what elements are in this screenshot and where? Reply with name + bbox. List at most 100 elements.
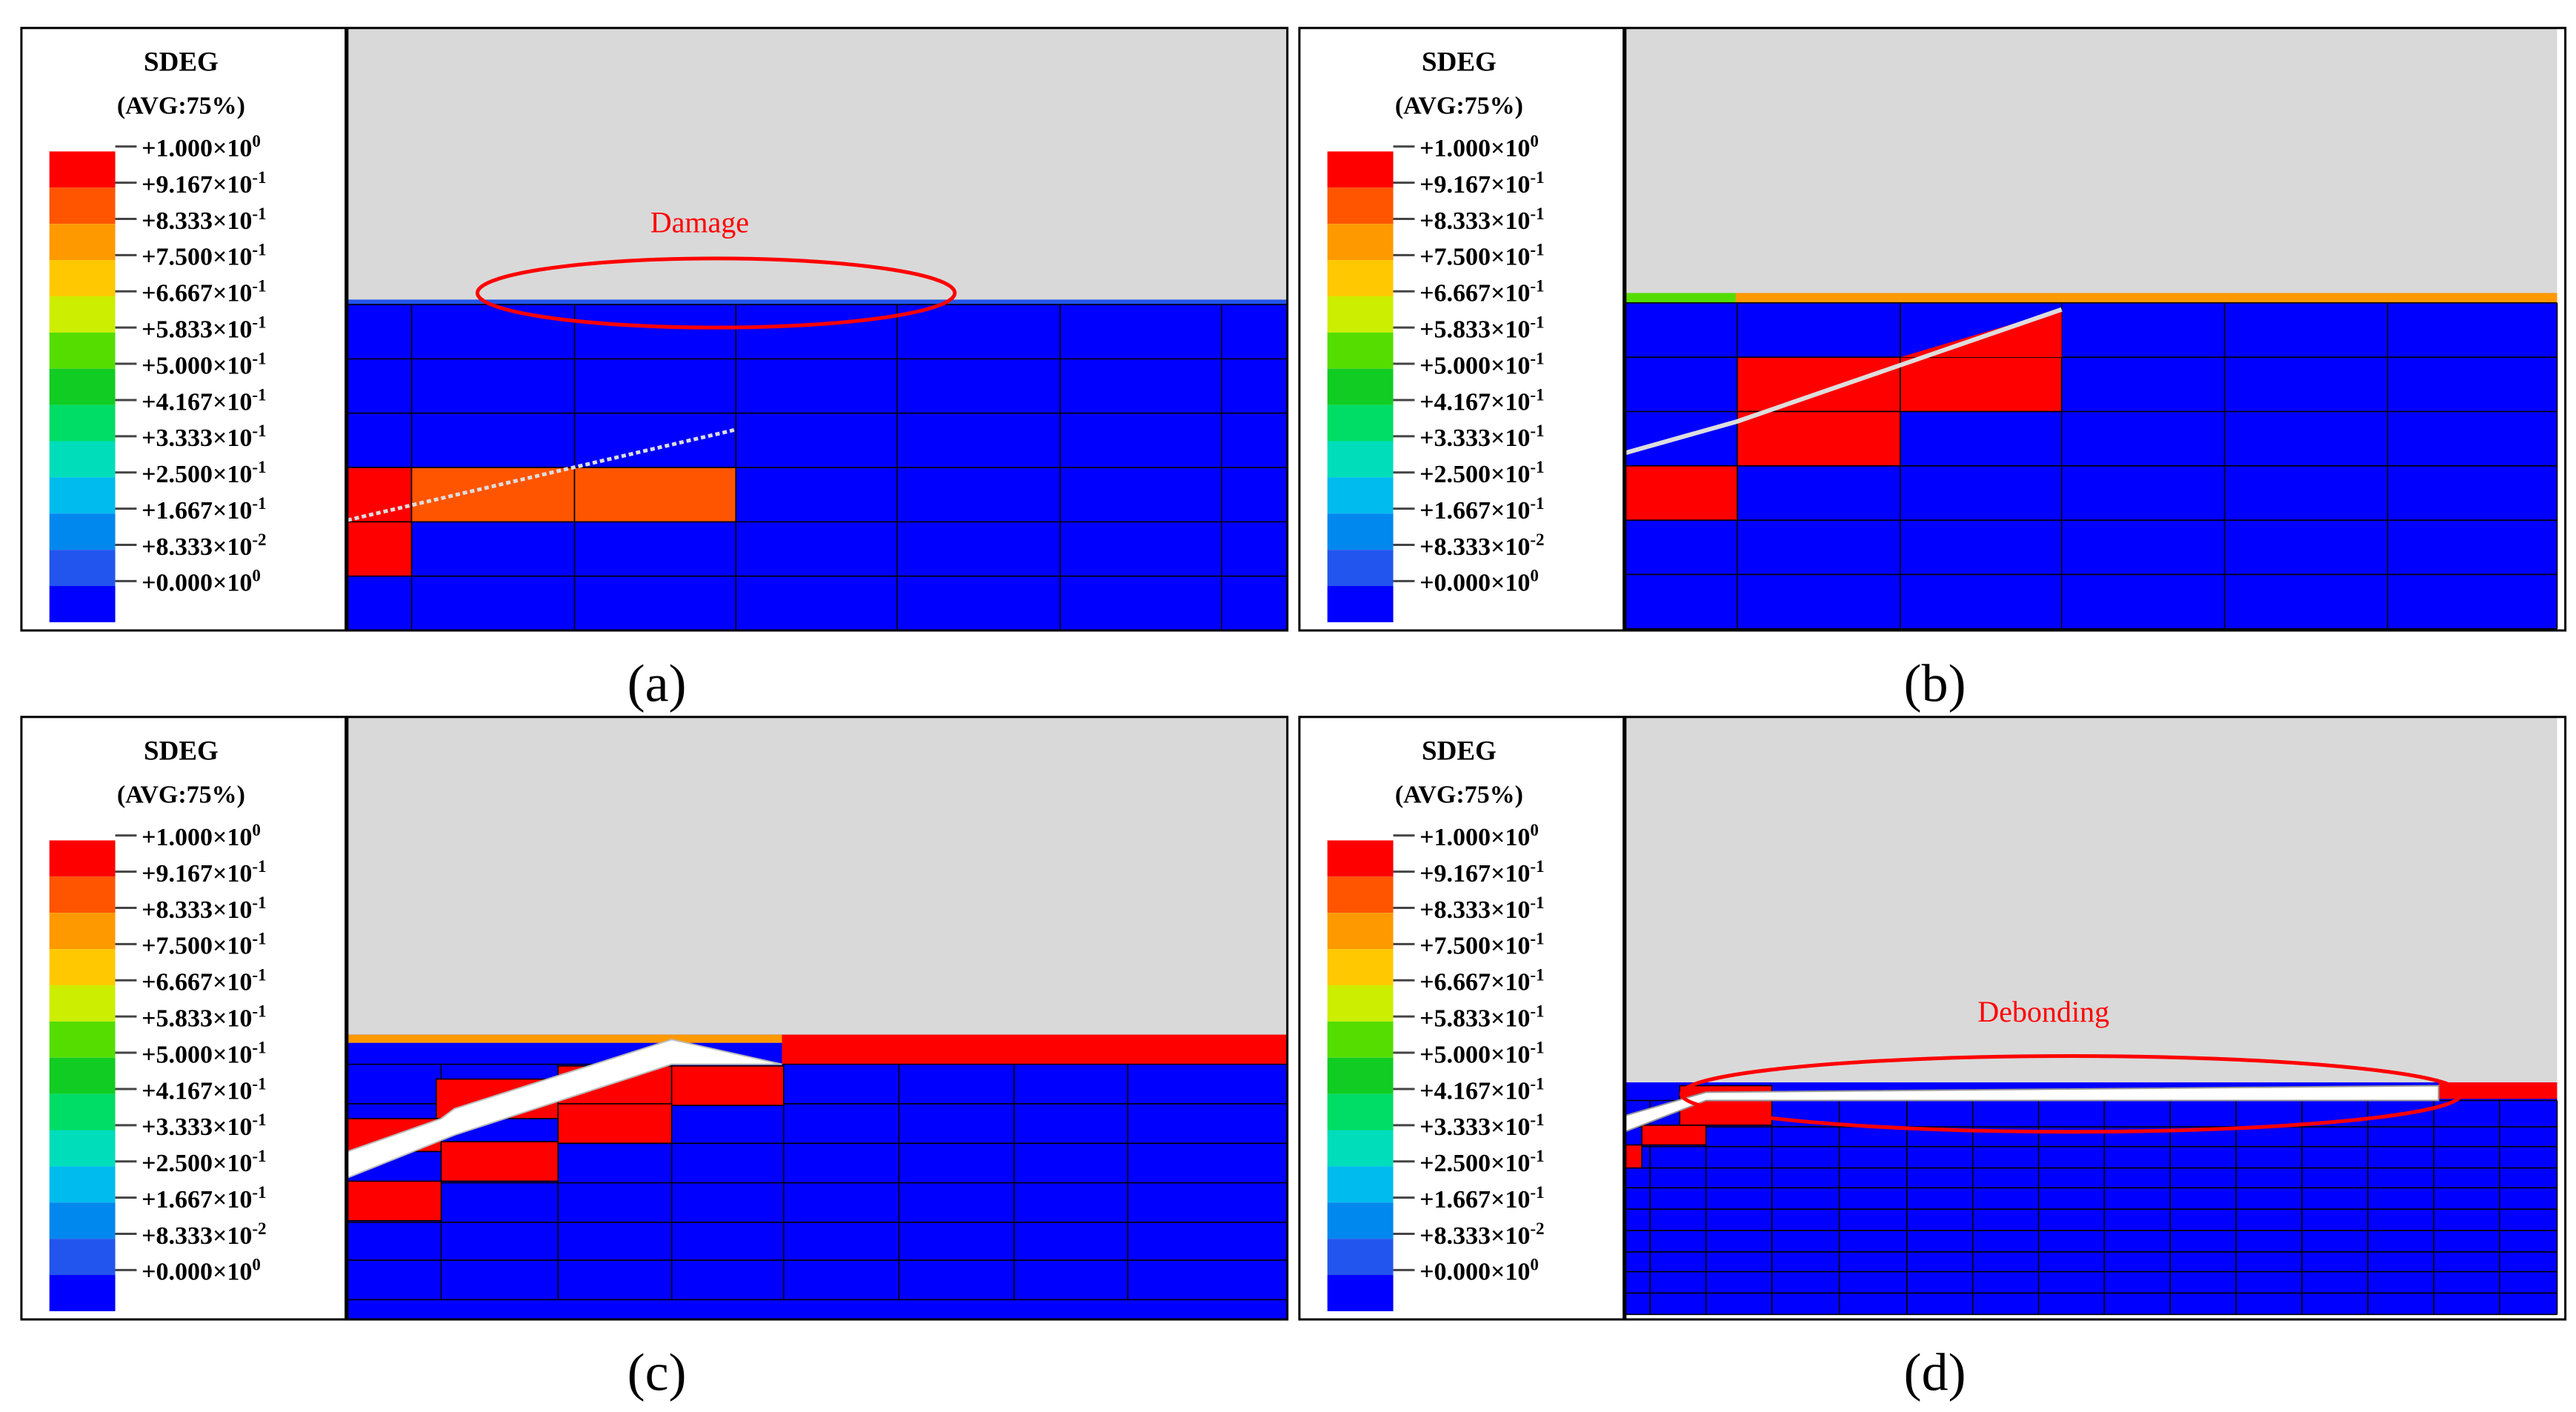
legend-swatch [1327,513,1394,550]
legend-label-exponent: -1 [1530,385,1544,404]
legend-swatch [1327,949,1394,985]
legend-swatch [49,332,116,369]
legend-title: SDEG [1422,47,1497,78]
legend-subtitle: (AVG:75%) [1395,781,1523,808]
legend-swatch [1327,368,1394,405]
legend-label-times: ×10 [1491,497,1530,524]
legend-subtitle: (AVG:75%) [117,781,245,808]
plot-frame [346,27,1289,632]
legend-label-mantissa: +2.500 [142,461,213,488]
legend-label-times: ×10 [1491,461,1530,488]
legend-label-exponent: 0 [1530,821,1539,839]
legend-label-exponent: -1 [1530,313,1544,332]
legend-label-times: ×10 [1491,1005,1530,1033]
legend-label-times: ×10 [1491,352,1530,379]
legend-label-times: ×10 [213,1113,252,1141]
legend-label-times: ×10 [1491,316,1530,344]
legend-label-exponent: -2 [252,1219,266,1238]
legend-label: +1.000×100 [142,132,261,162]
legend-swatch [49,1093,116,1130]
legend-label-mantissa: +9.167 [142,171,213,199]
legend-label: +9.167×10-1 [1420,168,1544,199]
legend-label-exponent: -1 [252,494,266,513]
legend-swatch [49,296,116,333]
legend-swatch [49,1202,116,1239]
legend-label-exponent: -1 [252,1074,266,1093]
legend-label-times: ×10 [1491,1113,1530,1141]
legend-swatch [1327,1202,1394,1239]
legend-label-exponent: 0 [252,821,261,839]
legend-label-mantissa: +5.000 [1420,1041,1491,1068]
legend-label-times: ×10 [213,1041,252,1068]
legend-swatch [1327,1021,1394,1058]
panel-caption: (b) [1904,654,1966,713]
legend-label-mantissa: +8.333 [1420,533,1491,561]
legend-label: +4.167×10-1 [1420,1074,1544,1105]
damaged-element [347,1180,442,1222]
legend-label-mantissa: +9.167 [142,860,213,888]
legend-label-mantissa: +5.833 [1420,316,1491,344]
legend-label-times: ×10 [213,244,252,271]
legend-label-exponent: -1 [1530,204,1544,223]
legend-label-exponent: -1 [252,204,266,223]
legend-swatch [1327,404,1394,442]
legend-label-times: ×10 [213,1222,252,1250]
legend-label-exponent: -1 [1530,857,1544,876]
legend-label-exponent: 0 [1530,1256,1539,1274]
legend-label-times: ×10 [1491,969,1530,996]
legend-label-mantissa: +6.667 [142,280,213,307]
debonded-coating [782,1034,1288,1065]
legend-swatch [1327,985,1394,1022]
legend-label-mantissa: +4.167 [142,1077,213,1105]
legend-label-exponent: -1 [252,966,266,985]
legend-swatch [1327,1130,1394,1167]
legend-swatch [49,1239,116,1276]
legend-label: +5.833×10-1 [142,313,266,344]
legend-swatch [1327,1093,1394,1130]
legend-label-times: ×10 [213,570,252,597]
legend-label-exponent: -1 [252,1110,266,1129]
legend-label-exponent: -1 [1530,422,1544,440]
legend-label-mantissa: +7.500 [1420,933,1491,960]
legend-label-mantissa: +0.000 [1420,570,1491,597]
legend-swatch [1327,224,1394,261]
legend-swatch [49,1130,116,1167]
damaged-element [1641,1125,1707,1146]
legend-label-times: ×10 [213,1150,252,1177]
legend-label-times: ×10 [213,171,252,199]
matrix-background [347,716,1288,1035]
legend-label: +1.667×10-1 [1420,494,1544,524]
legend-swatch [1327,1057,1394,1094]
legend-label-mantissa: +0.000 [142,570,213,597]
substrate-mesh [347,301,1288,631]
legend-label-exponent: -1 [1530,1183,1544,1202]
legend-label-times: ×10 [1491,171,1530,199]
legend-title: SDEG [144,47,219,78]
legend-label-exponent: -1 [252,1038,266,1056]
panel-c: SDEG(AVG:75%)+1.000×100+9.167×10-1+8.333… [20,716,1289,1402]
legend-label-mantissa: +1.000 [142,824,213,851]
substrate-mesh [1620,1082,2557,1315]
legend-swatch [49,550,116,587]
legend-label-times: ×10 [213,316,252,344]
legend-label: +5.000×10-1 [1420,349,1544,379]
legend-label-times: ×10 [213,1186,252,1213]
legend-label-mantissa: +2.500 [1420,1150,1491,1177]
legend-label-exponent: -1 [252,857,266,876]
legend-swatch [49,586,116,622]
legend-label-mantissa: +8.333 [1420,207,1491,235]
legend-label-mantissa: +9.167 [1420,171,1491,199]
legend-label: +5.000×10-1 [142,1038,266,1068]
damaged-element [347,521,413,577]
damaged-element [410,467,576,523]
legend-label: +0.000×100 [1420,567,1539,597]
legend-label-exponent: -1 [1530,1110,1544,1129]
legend-swatch [1327,1239,1394,1276]
legend-label: +5.000×10-1 [142,349,266,379]
legend-label-exponent: -1 [1530,458,1544,476]
legend-label-times: ×10 [213,280,252,307]
legend-label-times: ×10 [213,824,252,851]
debonding-annotation-label: Debonding [1977,995,2109,1028]
legend-label: +7.500×10-1 [1420,241,1544,271]
legend-label: +6.667×10-1 [1420,277,1544,307]
